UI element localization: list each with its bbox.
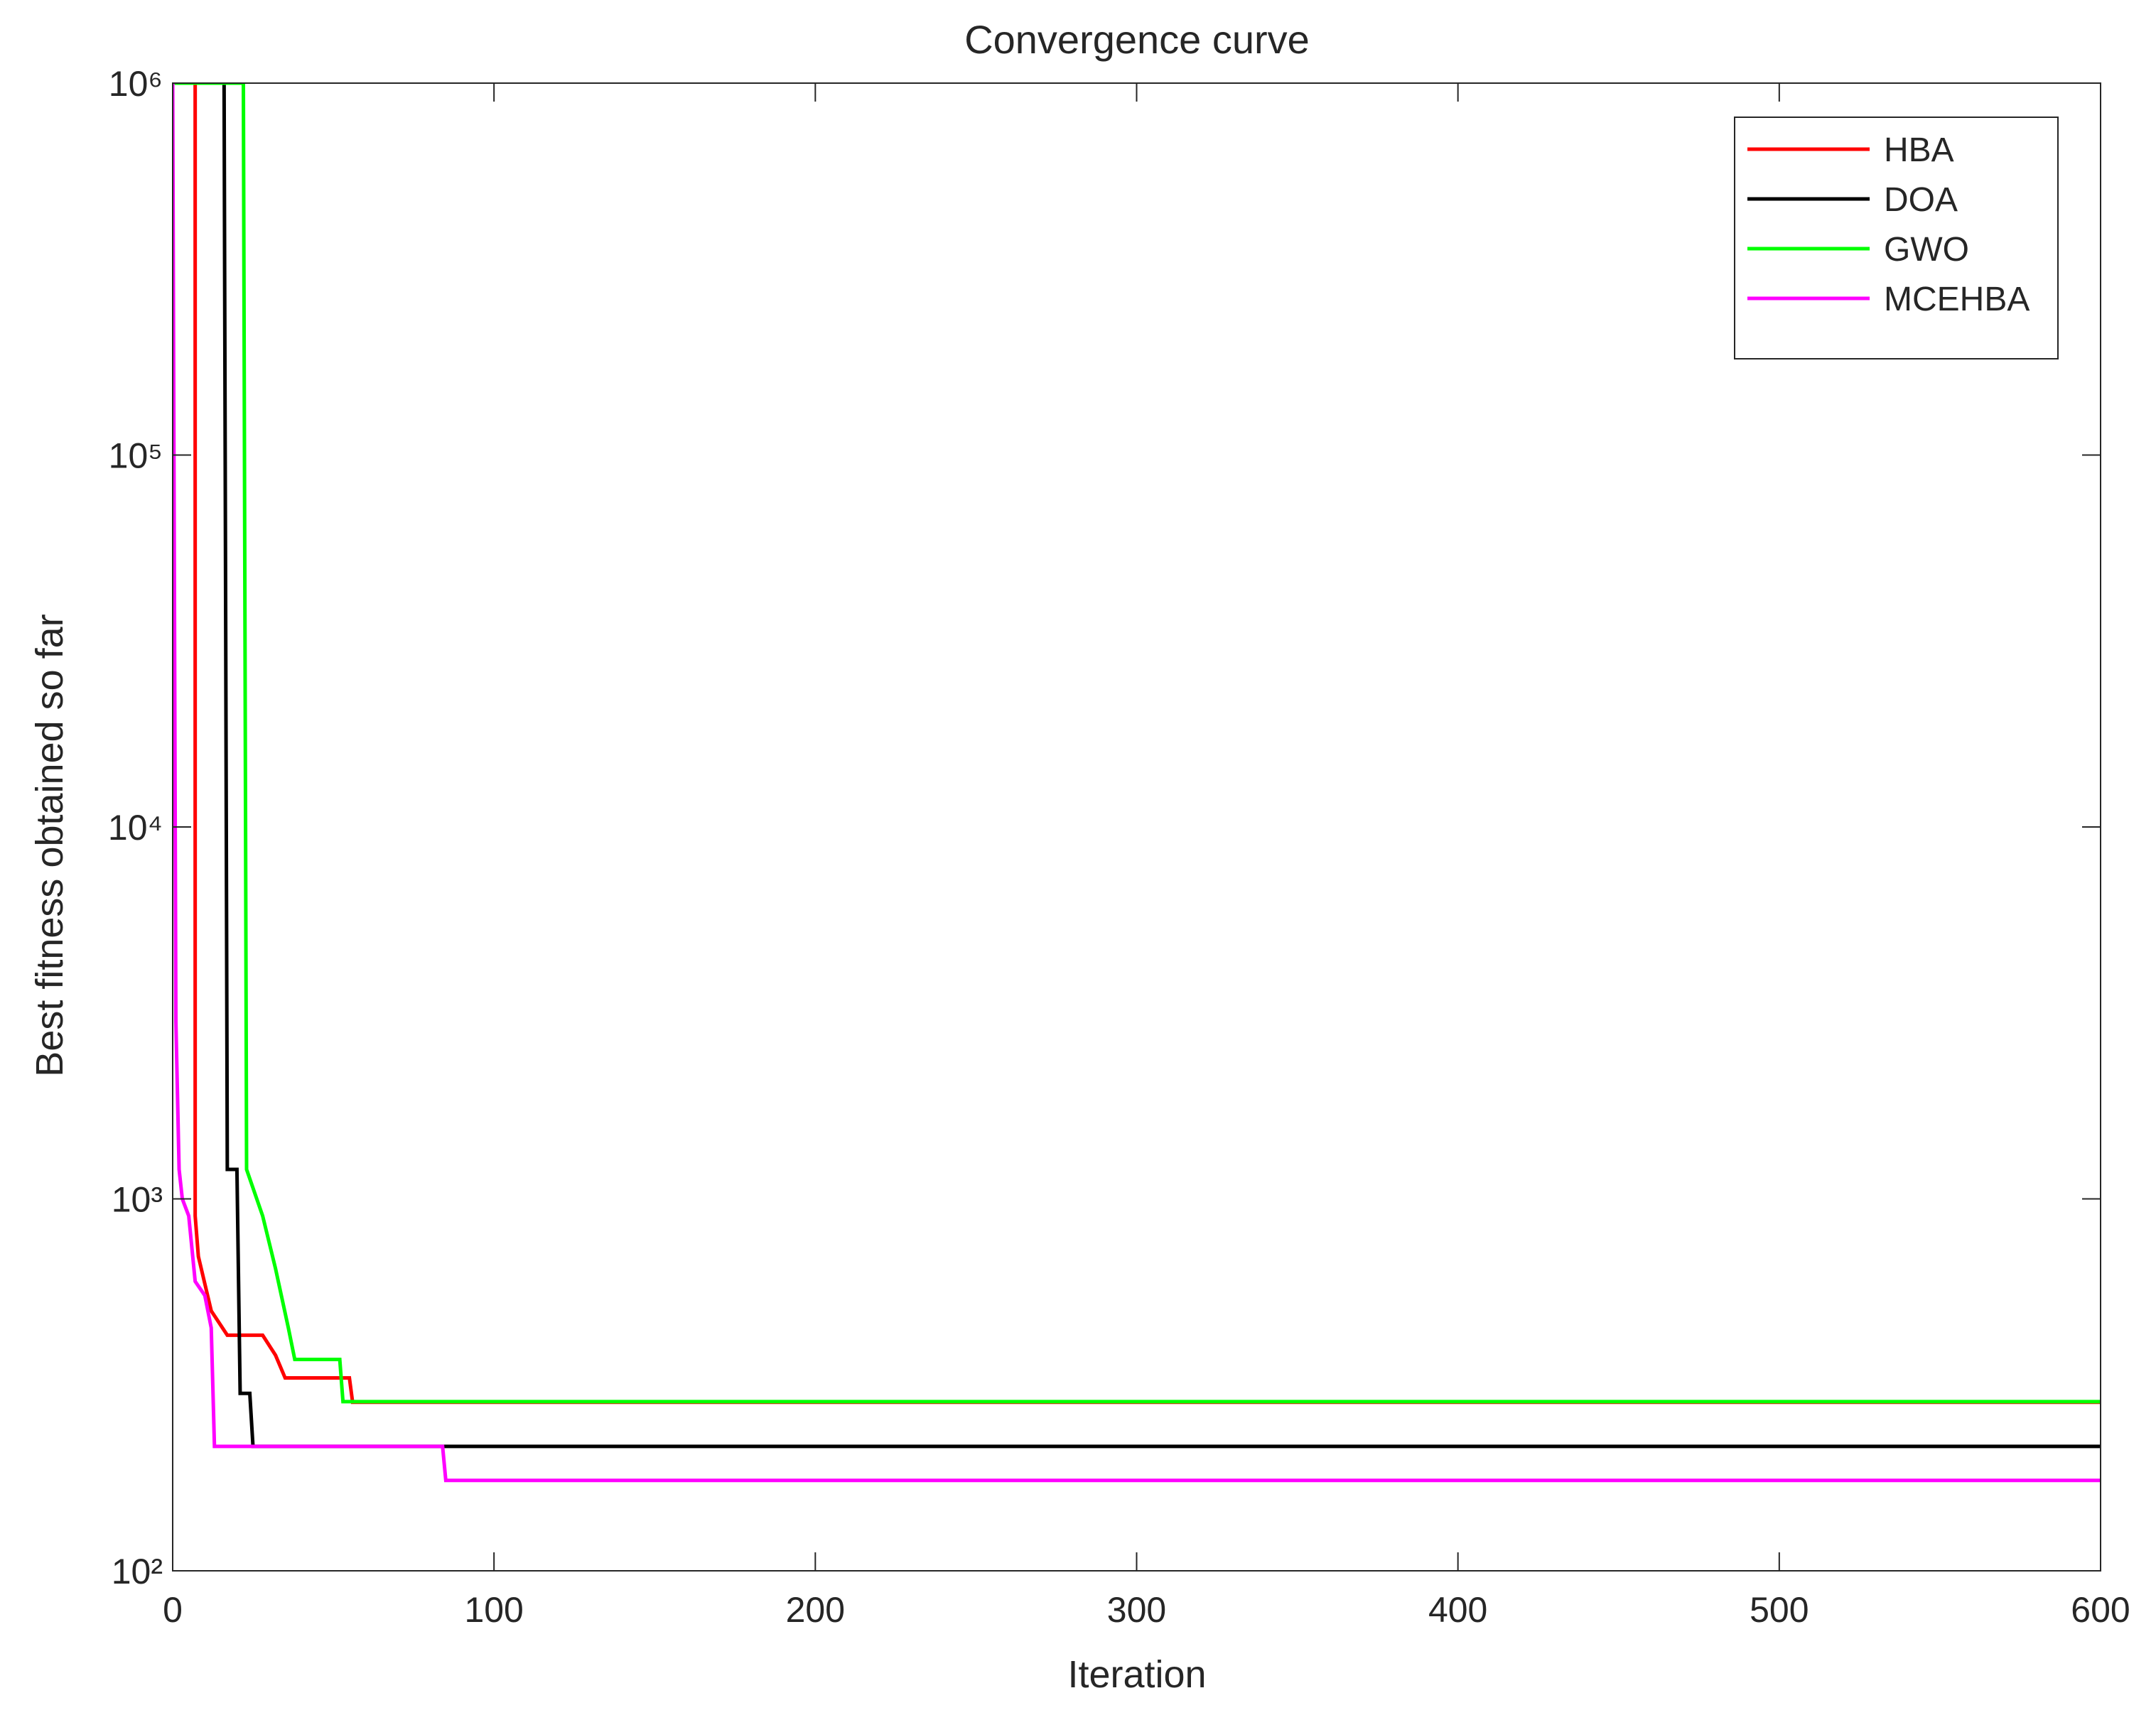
x-tick-label: 500 xyxy=(1750,1590,1809,1630)
series-line xyxy=(173,83,2101,1405)
legend-label: DOA xyxy=(1884,181,1958,219)
legend-label: GWO xyxy=(1884,231,1969,269)
x-tick-label: 0 xyxy=(163,1590,183,1630)
series-line xyxy=(173,83,2101,1449)
x-tick-label: 100 xyxy=(464,1590,523,1630)
y-tick-label: 10³ xyxy=(112,1180,163,1220)
legend-box xyxy=(1734,117,2059,359)
x-axis-label: Iteration xyxy=(1067,1653,1206,1696)
x-tick-label: 600 xyxy=(2071,1590,2130,1630)
x-tick-label: 400 xyxy=(1428,1590,1487,1630)
x-tick-label: 300 xyxy=(1107,1590,1166,1630)
chart-title: Convergence curve xyxy=(964,17,1310,62)
y-tick-label: 10⁴ xyxy=(108,808,163,848)
legend-label: MCEHBA xyxy=(1884,281,2030,318)
series-line xyxy=(173,83,2101,1404)
legend-label: HBA xyxy=(1884,131,1954,169)
y-tick-label: 10⁶ xyxy=(109,64,163,104)
series-line xyxy=(173,83,2101,1483)
y-axis-label: Best fitness obtained so far xyxy=(28,614,71,1076)
y-tick-label: 10⁵ xyxy=(109,436,163,476)
x-tick-label: 200 xyxy=(786,1590,845,1630)
y-tick-label: 10² xyxy=(112,1552,163,1591)
